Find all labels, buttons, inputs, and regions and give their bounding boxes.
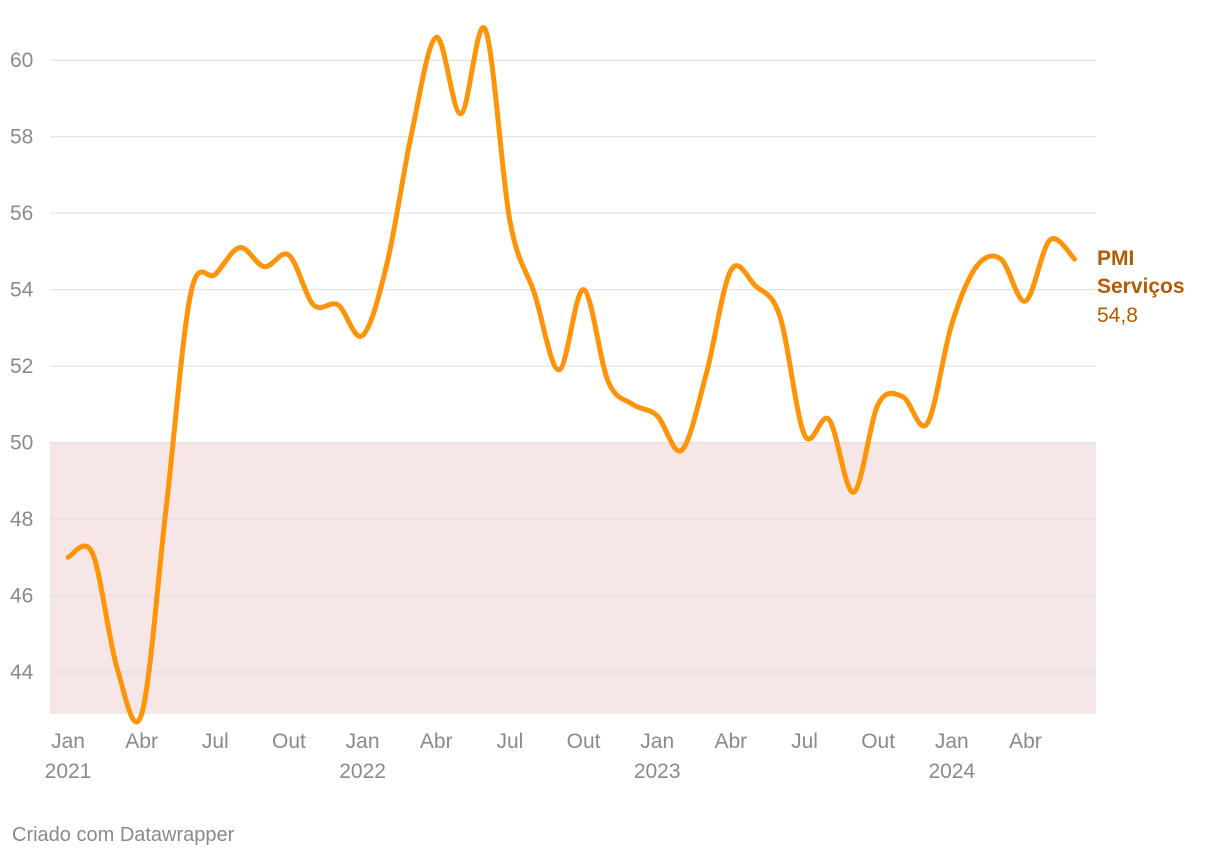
x-tick-label: Jul — [791, 730, 818, 753]
y-tick-label: 56 — [10, 202, 33, 225]
x-tick-label: Abr — [1009, 730, 1042, 753]
y-tick-label: 50 — [10, 432, 33, 455]
y-tick-label: 60 — [10, 49, 33, 72]
series-last-value-label: 54,8 — [1097, 304, 1138, 327]
x-tick-year-label: 2021 — [45, 760, 92, 783]
x-axis-ticks: Jan 2021 Abr Jul Out Jan 2022 Abr Jul Out Jan 2023 A… — [45, 730, 1042, 783]
x-tick-label: Jan — [51, 730, 85, 753]
x-tick-label: Out — [861, 730, 895, 753]
series-name-label: Serviços — [1097, 275, 1185, 298]
x-tick-label: Jan — [935, 730, 969, 753]
contraction-band — [50, 442, 1096, 714]
x-tick-label: Abr — [420, 730, 453, 753]
series-name-label: PMI — [1097, 247, 1134, 270]
y-tick-label: 52 — [10, 355, 33, 378]
y-tick-label: 58 — [10, 126, 33, 149]
x-tick-label: Jul — [496, 730, 523, 753]
series-line-pmi-servicos — [65, 25, 1078, 725]
y-axis-ticks: 44 46 48 50 52 54 56 58 60 — [10, 49, 34, 684]
x-tick-label: Jan — [346, 730, 380, 753]
x-tick-label: Jan — [640, 730, 674, 753]
series-labels: PMI Serviços 54,8 — [1097, 247, 1185, 327]
x-tick-label: Jul — [202, 730, 229, 753]
y-tick-label: 44 — [10, 661, 34, 684]
x-tick-label: Abr — [125, 730, 158, 753]
x-tick-label: Out — [272, 730, 306, 753]
x-tick-year-label: 2024 — [928, 760, 975, 783]
y-tick-label: 48 — [10, 508, 33, 531]
x-tick-year-label: 2022 — [339, 760, 386, 783]
footer-credit: Criado com Datawrapper — [12, 824, 235, 846]
x-tick-year-label: 2023 — [634, 760, 681, 783]
y-tick-label: 54 — [10, 279, 34, 302]
y-grid — [50, 59, 1096, 673]
series-lines — [65, 25, 1078, 725]
x-tick-label: Out — [567, 730, 601, 753]
x-tick-label: Abr — [715, 730, 748, 753]
contraction-band-rect — [50, 442, 1096, 714]
y-tick-label: 46 — [10, 584, 33, 607]
